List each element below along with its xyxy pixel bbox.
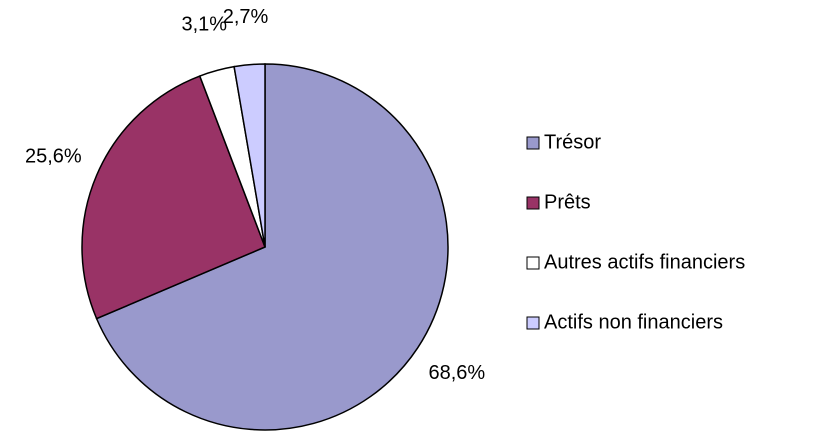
legend-label: Actifs non financiers	[544, 311, 723, 333]
data-label: 25,6%	[25, 145, 82, 167]
data-label: 68,6%	[428, 362, 485, 384]
data-label: 2,7%	[223, 6, 269, 28]
legend-label: Trésor	[544, 131, 601, 153]
legend-swatch	[526, 136, 540, 150]
legend-swatch	[526, 196, 540, 210]
legend-swatch	[526, 316, 540, 330]
pie-slice	[233, 63, 266, 248]
pie-slice	[95, 63, 449, 431]
legend-label: Prêts	[544, 191, 591, 213]
legend-swatch	[526, 256, 540, 270]
pie-slice	[81, 75, 266, 320]
data-label: 3,1%	[182, 13, 228, 35]
legend-label: Autres actifs financiers	[544, 251, 745, 273]
